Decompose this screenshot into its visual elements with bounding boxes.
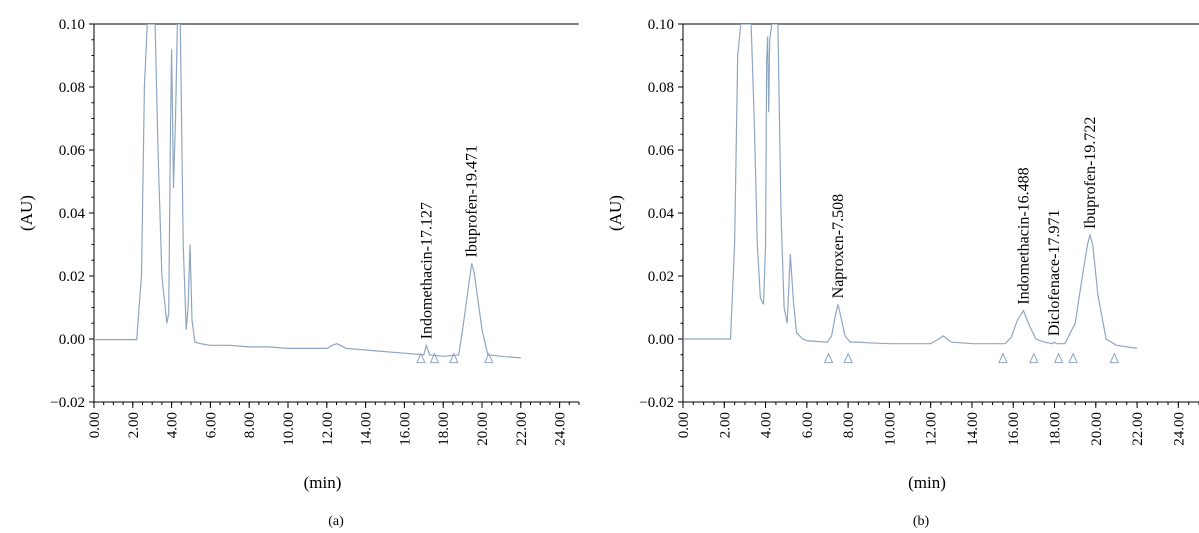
x-tick-label: 6.00 [203, 412, 219, 438]
y-tick-label: −0.02 [50, 395, 85, 411]
peak-label: Ibuprofen-19.722 [1082, 117, 1099, 229]
y-tick-label: −0.02 [639, 395, 674, 411]
integration-marker [823, 352, 834, 364]
x-tick-label: 16.00 [397, 412, 413, 446]
x-tick-label: 18.00 [436, 412, 452, 446]
x-tick-label: 20.00 [475, 412, 491, 446]
x-tick-label: 10.00 [281, 412, 297, 446]
x-tick-label: 18.00 [1048, 412, 1064, 446]
x-tick-label: 0.00 [676, 412, 692, 438]
x-tick-label: 14.00 [965, 412, 981, 446]
x-tick-label: 12.00 [320, 412, 336, 446]
y-tick-label: 0.02 [59, 269, 85, 285]
y-tick-label: 0.08 [648, 80, 674, 96]
x-tick-label: 24.00 [1171, 412, 1187, 446]
integration-marker [1068, 352, 1078, 364]
x-tick-label: 24.00 [553, 412, 569, 446]
x-tick-label: 8.00 [841, 412, 857, 438]
y-tick-label: 0.08 [59, 80, 85, 96]
x-tick-label: 2.00 [717, 412, 733, 438]
y-axis-title: (AU) [17, 195, 36, 231]
y-tick-label: 0.06 [59, 143, 86, 159]
x-tick-label: 4.00 [759, 412, 775, 438]
chromatogram-trace-0 [94, 24, 521, 359]
peak-label: Ibuprofen-19.471 [464, 145, 481, 257]
integration-marker [1053, 352, 1064, 364]
x-tick-label: 8.00 [242, 412, 258, 438]
integration-marker [429, 352, 440, 364]
y-tick-label: 0.00 [648, 332, 674, 348]
integration-marker [1029, 352, 1039, 364]
x-tick-label: 4.00 [165, 412, 181, 438]
x-tick-label: 0.00 [87, 412, 103, 438]
integration-marker [416, 352, 426, 364]
peak-label: Indomethacin-16.488 [1015, 167, 1032, 304]
integration-marker [843, 352, 853, 364]
x-tick-label: 10.00 [882, 412, 898, 446]
peak-label: Diclofenace-17.971 [1046, 210, 1063, 337]
peak-label: Indomethacin-17.127 [418, 202, 435, 339]
x-tick-label: 14.00 [359, 412, 375, 446]
x-tick-label: 2.00 [126, 412, 142, 438]
chromatogram-trace-0 [683, 24, 1138, 349]
x-axis-title: (min) [908, 473, 946, 492]
y-tick-label: 0.00 [59, 332, 85, 348]
chart-panel-0: −0.020.000.020.040.060.080.100.00 2.00 4.0… [17, 17, 580, 529]
x-tick-label: 12.00 [924, 412, 940, 446]
x-tick-label: 6.00 [800, 412, 816, 438]
panel-caption: (a) [328, 514, 344, 529]
panel-caption: (b) [913, 514, 930, 529]
x-tick-label: 22.00 [514, 412, 530, 446]
y-tick-label: 0.02 [648, 269, 674, 285]
y-tick-label: 0.04 [648, 206, 675, 222]
y-tick-label: 0.10 [59, 17, 85, 33]
x-tick-label: 16.00 [1006, 412, 1022, 446]
integration-marker [998, 352, 1008, 364]
integration-marker [484, 352, 494, 364]
integration-marker [1109, 352, 1120, 364]
y-tick-label: 0.10 [648, 17, 674, 33]
y-tick-label: 0.06 [648, 143, 675, 159]
x-axis-title: (min) [304, 473, 342, 492]
x-tick-label: 20.00 [1089, 412, 1105, 446]
y-axis-title: (AU) [606, 195, 625, 231]
y-tick-label: 0.04 [59, 206, 86, 222]
x-tick-label: 22.00 [1130, 412, 1146, 446]
peak-label: Naproxen-7.508 [830, 194, 847, 298]
integration-marker [449, 352, 459, 364]
chart-panel-1: −0.020.000.020.040.060.080.100.00 2.00 4.0… [606, 17, 1199, 529]
